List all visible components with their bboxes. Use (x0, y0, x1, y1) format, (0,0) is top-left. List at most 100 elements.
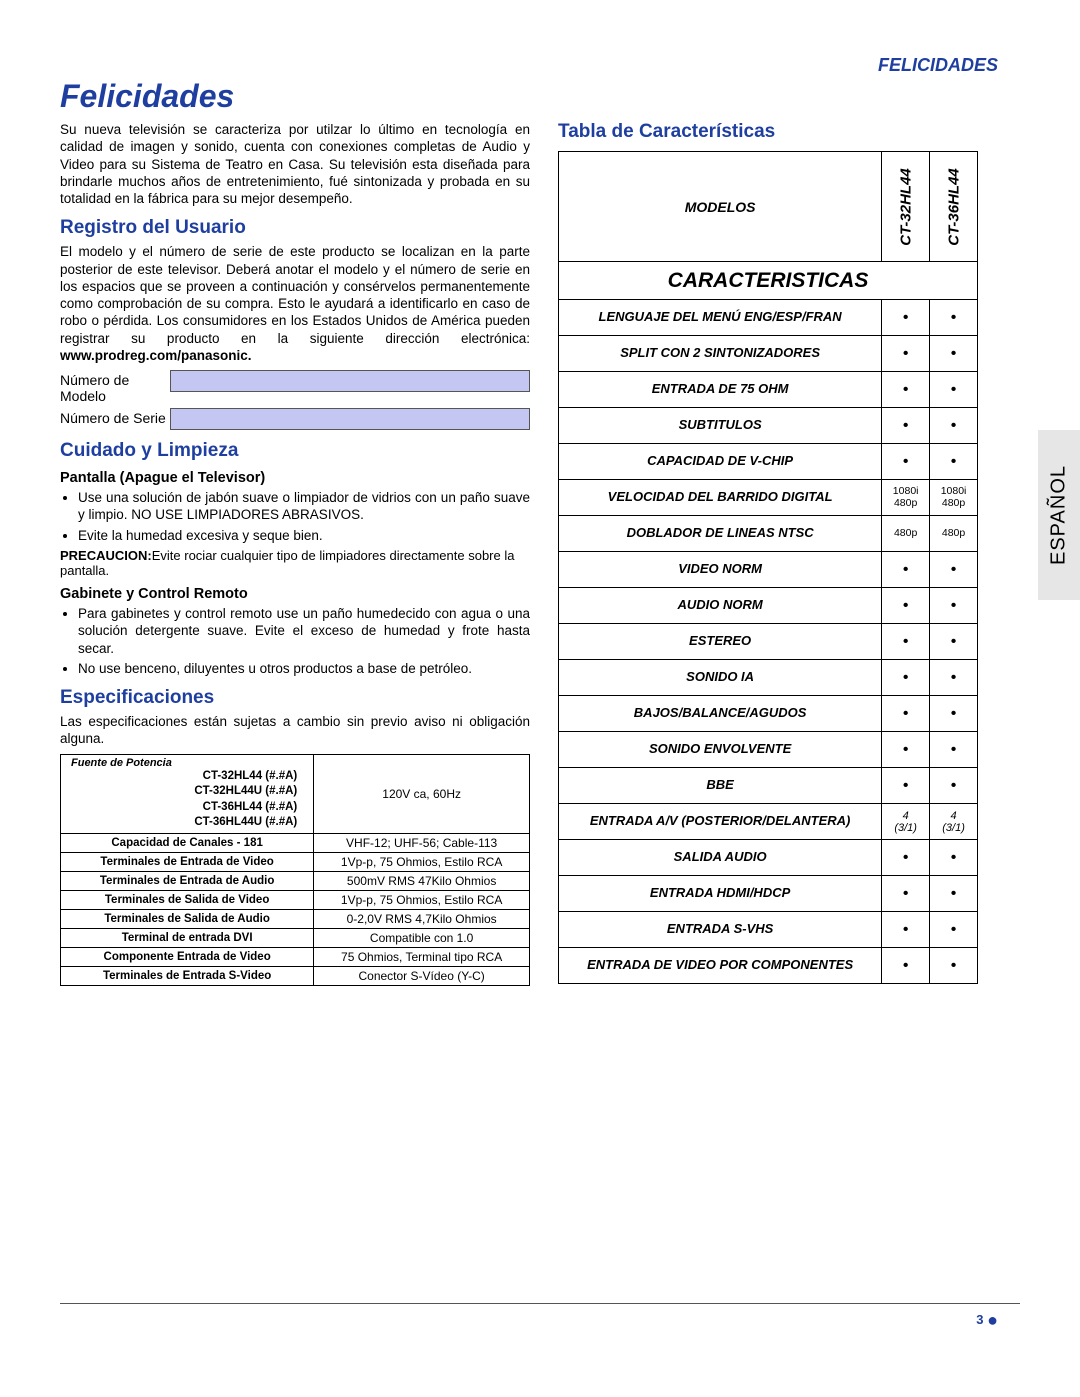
list-item: No use benceno, diluyentes u otros produ… (78, 660, 530, 677)
feature-value: • (882, 840, 930, 876)
feature-label: AUDIO NORM (559, 588, 882, 624)
spec-value: VHF-12; UHF-56; Cable-113 (314, 833, 530, 852)
feature-value: • (930, 660, 978, 696)
pantalla-list: Use una solución de jabón suave o limpia… (78, 489, 530, 544)
feature-label: VIDEO NORM (559, 552, 882, 588)
feature-label: ENTRADA HDMI/HDCP (559, 876, 882, 912)
table-row: SONIDO IA•• (559, 660, 978, 696)
feature-label: ENTRADA DE VIDEO POR COMPONENTES (559, 948, 882, 984)
two-columns: Su nueva televisión se caracteriza por u… (60, 121, 1020, 986)
feature-label: ENTRADA S-VHS (559, 912, 882, 948)
feature-value: • (930, 624, 978, 660)
feature-value: 4(3/1) (882, 804, 930, 840)
model-head-2: CT-36HL44 (930, 152, 978, 262)
gabinete-h3: Gabinete y Control Remoto (60, 586, 530, 602)
serial-label: Número de Serie (60, 408, 170, 426)
spec-value: 500mV RMS 47Kilo Ohmios (314, 871, 530, 890)
table-row: SONIDO ENVOLVENTE•• (559, 732, 978, 768)
spec-label: Terminales de Entrada de Video (61, 852, 314, 871)
feature-value: • (882, 444, 930, 480)
table-row: Terminales de Salida de Video1Vp-p, 75 O… (61, 890, 530, 909)
table-row: ENTRADA DE 75 OHM•• (559, 372, 978, 408)
feature-value: • (882, 768, 930, 804)
feature-label: SALIDA AUDIO (559, 840, 882, 876)
table-row: AUDIO NORM•• (559, 588, 978, 624)
right-column: Tabla de Características MODELOS CT-32HL… (558, 121, 1020, 986)
spec-label: Terminales de Salida de Audio (61, 909, 314, 928)
feature-label: ENTRADA A/V (POSTERIOR/DELANTERA) (559, 804, 882, 840)
feature-value: • (930, 876, 978, 912)
feature-value: • (930, 372, 978, 408)
feature-value: • (882, 660, 930, 696)
feature-value: • (930, 552, 978, 588)
table-row: Terminales de Entrada de Audio500mV RMS … (61, 871, 530, 890)
feature-value: • (882, 552, 930, 588)
spec-value: Compatible con 1.0 (314, 928, 530, 947)
footer-dot-icon: ● (987, 1310, 998, 1330)
model-input[interactable] (170, 370, 530, 392)
features-table: MODELOS CT-32HL44 CT-36HL44 CARACTERISTI… (558, 151, 978, 984)
registro-title: Registro del Usuario (60, 217, 530, 239)
table-row: Terminales de Entrada S-VideoConector S-… (61, 966, 530, 985)
model-label: Número de Modelo (60, 370, 170, 404)
spec-label: Terminales de Entrada S-Video (61, 966, 314, 985)
feature-label: SONIDO ENVOLVENTE (559, 732, 882, 768)
table-row: Terminales de Entrada de Video1Vp-p, 75 … (61, 852, 530, 871)
table-row: ENTRADA S-VHS•• (559, 912, 978, 948)
registro-body: El modelo y el número de serie de este p… (60, 243, 530, 364)
spec-intro: Las especificaciones están sujetas a cam… (60, 713, 530, 748)
table-row: VELOCIDAD DEL BARRIDO DIGITAL1080i480p10… (559, 480, 978, 516)
feature-value: • (930, 408, 978, 444)
feature-value: • (930, 948, 978, 984)
table-row: SUBTITULOS•• (559, 408, 978, 444)
feature-value: • (930, 732, 978, 768)
feature-value: 480p (930, 516, 978, 552)
page-number: 3 (976, 1312, 983, 1327)
feature-label: ESTEREO (559, 624, 882, 660)
feature-value: 1080i480p (882, 480, 930, 516)
table-row: DOBLADOR DE LINEAS NTSC480p480p (559, 516, 978, 552)
feature-value: • (930, 696, 978, 732)
left-column: Su nueva televisión se caracteriza por u… (60, 121, 530, 986)
table-row: Componente Entrada de Video75 Ohmios, Te… (61, 947, 530, 966)
model-head-1: CT-32HL44 (882, 152, 930, 262)
table-row: ENTRADA DE VIDEO POR COMPONENTES•• (559, 948, 978, 984)
language-tab: ESPAÑOL (1038, 430, 1080, 600)
feature-value: • (930, 300, 978, 336)
feature-value: • (882, 336, 930, 372)
feature-value: • (930, 588, 978, 624)
table-row: BAJOS/BALANCE/AGUDOS•• (559, 696, 978, 732)
spec-value: Conector S-Vídeo (Y-C) (314, 966, 530, 985)
table-row: SPLIT CON 2 SINTONIZADORES•• (559, 336, 978, 372)
feature-value: • (882, 876, 930, 912)
spec-value: 1Vp-p, 75 Ohmios, Estilo RCA (314, 852, 530, 871)
table-row: Terminales de Salida de Audio0-2,0V RMS … (61, 909, 530, 928)
feature-value: • (882, 948, 930, 984)
page-content: FELICIDADES Felicidades Su nueva televis… (60, 55, 1020, 986)
spec-label: Capacidad de Canales - 181 (61, 833, 314, 852)
spec-label: Componente Entrada de Video (61, 947, 314, 966)
header-right: FELICIDADES (60, 55, 1020, 76)
feature-label: VELOCIDAD DEL BARRIDO DIGITAL (559, 480, 882, 516)
cuidado-title: Cuidado y Limpieza (60, 440, 530, 462)
feature-value: • (930, 336, 978, 372)
registro-url: www.prodreg.com/panasonic. (60, 348, 252, 363)
caracteristicas-title: CARACTERISTICAS (559, 262, 978, 300)
feature-value: • (882, 300, 930, 336)
spec-label: Terminales de Entrada de Audio (61, 871, 314, 890)
feature-value: 480p (882, 516, 930, 552)
serial-field-row: Número de Serie (60, 408, 530, 430)
feature-label: BBE (559, 768, 882, 804)
table-row: Terminal de entrada DVICompatible con 1.… (61, 928, 530, 947)
spec-value: 0-2,0V RMS 4,7Kilo Ohmios (314, 909, 530, 928)
serial-input[interactable] (170, 408, 530, 430)
feature-label: ENTRADA DE 75 OHM (559, 372, 882, 408)
feature-value: • (882, 732, 930, 768)
feature-value: • (882, 408, 930, 444)
table-row: LENGUAJE DEL MENÚ ENG/ESP/FRAN•• (559, 300, 978, 336)
spec-label: Terminales de Salida de Video (61, 890, 314, 909)
power-label: Fuente de Potencia (67, 757, 307, 769)
feature-label: CAPACIDAD DE V-CHIP (559, 444, 882, 480)
gabinete-list: Para gabinetes y control remoto use un p… (78, 605, 530, 677)
list-item: Para gabinetes y control remoto use un p… (78, 605, 530, 657)
